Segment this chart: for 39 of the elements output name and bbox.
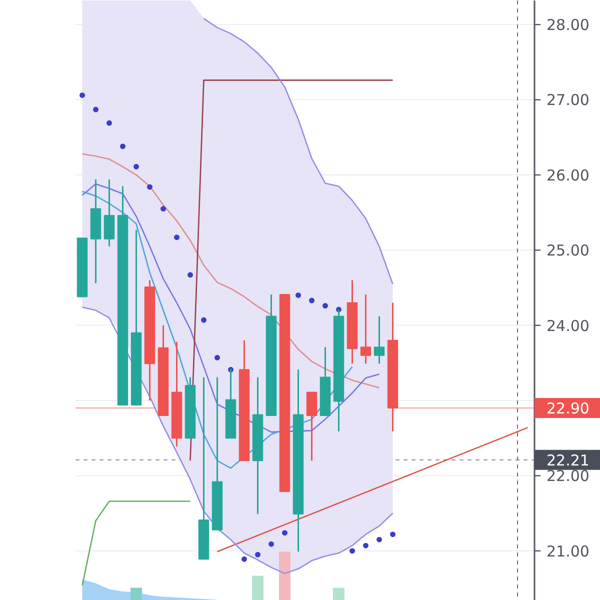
point (160, 206, 166, 212)
y-tick-label: 26.00 (546, 166, 590, 184)
point (390, 532, 396, 538)
y-tick-label: 27.00 (546, 91, 590, 110)
point (93, 106, 98, 112)
line-series (82, 306, 394, 574)
y-tick-label: 25.00 (546, 242, 590, 260)
candlestick (360, 294, 372, 364)
line-series (82, 153, 380, 388)
point (134, 164, 139, 170)
point (296, 292, 301, 298)
line-series (82, 183, 380, 433)
point (188, 272, 193, 278)
candlestick (374, 316, 385, 364)
point (80, 92, 85, 98)
point (322, 303, 328, 309)
ref-line-label: 22.21 (546, 451, 590, 470)
point (309, 298, 314, 304)
point (255, 552, 260, 558)
point (350, 548, 355, 554)
point (282, 530, 288, 536)
ref-line-label: 22.90 (546, 400, 590, 418)
y-tick-label: 24.00 (546, 316, 590, 335)
line-series (203, 18, 394, 285)
point (214, 354, 220, 360)
y-tick-label: 22.00 (546, 467, 590, 486)
point (106, 120, 112, 126)
point (120, 144, 126, 150)
point (242, 556, 247, 562)
point (363, 542, 368, 548)
point (268, 541, 274, 547)
point (174, 234, 180, 240)
y-tick-label: 28.00 (546, 16, 590, 34)
y-tick-label: 21.00 (546, 542, 590, 560)
point (147, 184, 152, 190)
candlestick (104, 178, 115, 248)
candlestick (306, 391, 318, 462)
point (201, 317, 206, 323)
point (376, 536, 382, 542)
